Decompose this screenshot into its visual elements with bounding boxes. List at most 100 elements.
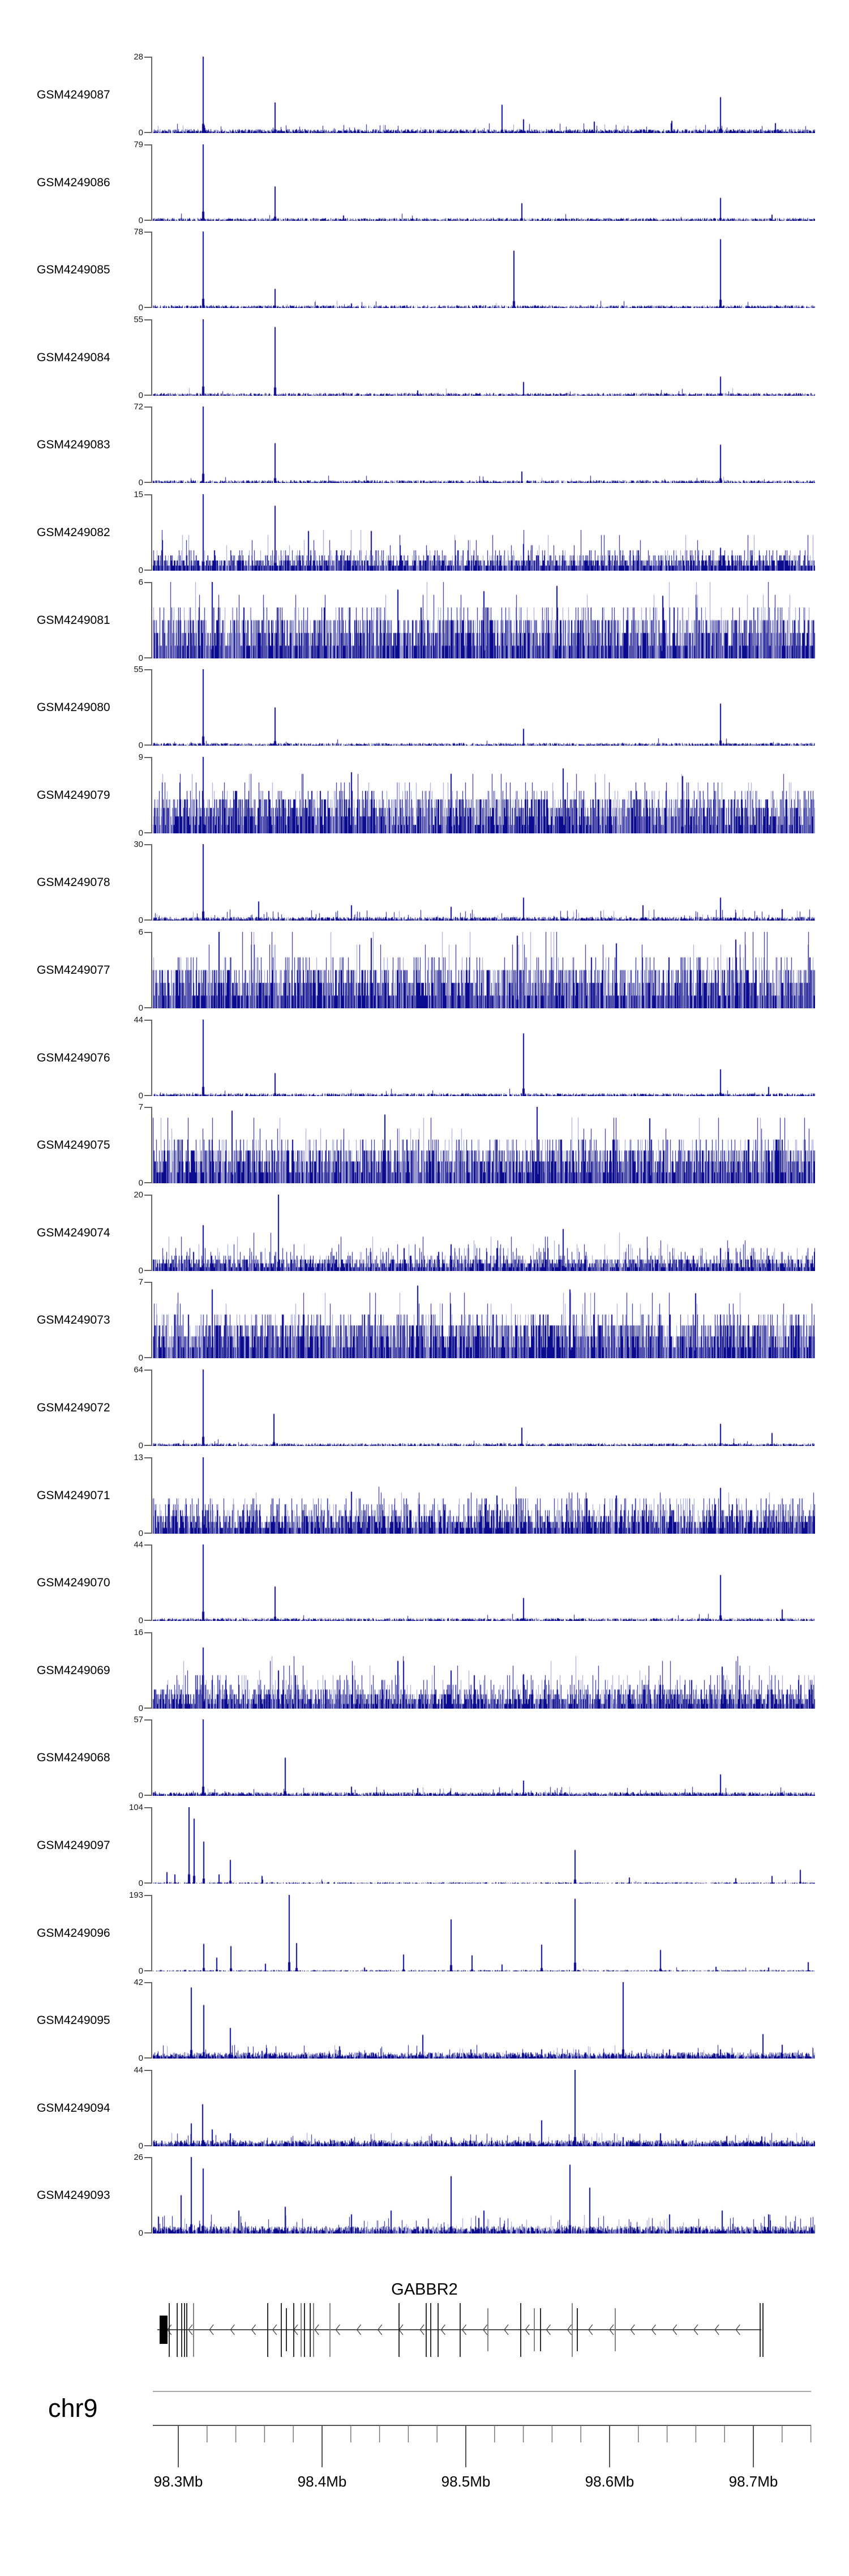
- y-axis-max-label: 6: [138, 927, 143, 937]
- coverage-track-GSM4249069: GSM4249069 16 0: [0, 1628, 849, 1713]
- coverage-histogram: [153, 1107, 815, 1183]
- y-axis-min-label: 0: [138, 1791, 143, 1800]
- y-axis-line: [151, 1107, 152, 1183]
- y-axis-tick-min: [144, 1182, 152, 1183]
- y-axis-tick-max: [144, 844, 152, 845]
- axis-tick-label: 98.5Mb: [441, 2473, 491, 2490]
- track-label: GSM4249080: [37, 700, 110, 714]
- y-axis-max-label: 55: [134, 665, 143, 674]
- y-axis-line: [151, 1895, 152, 1971]
- track-label: GSM4249086: [37, 176, 110, 189]
- track-label: GSM4249075: [37, 1138, 110, 1152]
- y-axis-line: [151, 406, 152, 483]
- strand-arrow-icon: [735, 2324, 740, 2335]
- coverage-track-GSM4249076: GSM4249076 44 0: [0, 1016, 849, 1100]
- y-axis-tick-max: [144, 1632, 152, 1633]
- track-label: GSM4249082: [37, 525, 110, 539]
- y-axis-tick-max: [144, 494, 152, 495]
- y-axis-tick-min: [144, 395, 152, 396]
- strand-arrow-icon: [419, 2324, 424, 2335]
- coverage-histogram: [153, 669, 815, 746]
- y-axis-tick-min: [144, 2232, 152, 2233]
- y-axis-min-label: 0: [138, 128, 143, 138]
- coverage-histogram: [153, 1807, 815, 1884]
- coverage-histogram: [153, 144, 815, 221]
- y-axis-min-label: 0: [138, 1178, 143, 1188]
- track-label: GSM4249072: [37, 1401, 110, 1414]
- coverage-histogram: [153, 1020, 815, 1096]
- y-axis-line: [151, 1020, 152, 1096]
- track-label: GSM4249074: [37, 1226, 110, 1239]
- coverage-track-GSM4249077: GSM4249077 6 0: [0, 928, 849, 1012]
- coverage-histogram: [153, 1632, 815, 1709]
- y-axis-tick-min: [144, 132, 152, 133]
- y-axis-tick-min: [144, 482, 152, 483]
- y-axis-max-label: 13: [134, 1453, 143, 1462]
- y-axis-min-label: 0: [138, 2053, 143, 2063]
- exon-utr-box: [159, 2316, 168, 2344]
- gene-model-track: [157, 2303, 764, 2357]
- coverage-track-GSM4249084: GSM4249084 55 0: [0, 315, 849, 400]
- y-axis-min-label: 0: [138, 478, 143, 487]
- y-axis-line: [151, 932, 152, 1008]
- y-axis-tick-min: [144, 220, 152, 221]
- coverage-histogram: [153, 1982, 815, 2059]
- strand-arrow-icon: [714, 2324, 719, 2335]
- y-axis-line: [151, 582, 152, 658]
- coverage-histogram: [153, 57, 815, 133]
- strand-arrow-icon: [335, 2324, 340, 2335]
- y-axis-min-label: 0: [138, 1003, 143, 1013]
- y-axis-tick-max: [144, 1457, 152, 1458]
- strand-arrow-icon: [461, 2324, 467, 2335]
- strand-arrow-icon: [546, 2324, 551, 2335]
- coverage-track-GSM4249082: GSM4249082 15 0: [0, 490, 849, 575]
- y-axis-tick-min: [144, 1970, 152, 1971]
- y-axis-max-label: 44: [134, 2065, 143, 2075]
- y-axis-max-label: 78: [134, 227, 143, 237]
- y-axis-tick-max: [144, 1544, 152, 1546]
- strand-arrow-icon: [630, 2324, 635, 2335]
- y-axis-tick-max: [144, 669, 152, 670]
- y-axis-line: [151, 57, 152, 133]
- y-axis-tick-min: [144, 1007, 152, 1008]
- axis-tick-label: 98.4Mb: [298, 2473, 347, 2490]
- y-axis-tick-min: [144, 1620, 152, 1621]
- y-axis-min-label: 0: [138, 1966, 143, 1976]
- coverage-track-GSM4249096: GSM4249096 193 0: [0, 1891, 849, 1975]
- strand-arrow-icon: [567, 2324, 572, 2335]
- y-axis-max-label: 26: [134, 2153, 143, 2162]
- y-axis-line: [151, 2070, 152, 2146]
- y-axis-max-label: 104: [128, 1803, 143, 1812]
- y-axis-tick-max: [144, 1020, 152, 1021]
- y-axis-tick-min: [144, 832, 152, 833]
- y-axis-tick-max: [144, 57, 152, 58]
- y-axis-line: [151, 844, 152, 921]
- y-axis-max-label: 28: [134, 52, 143, 62]
- axis-tick-label: 98.6Mb: [585, 2473, 634, 2490]
- y-axis-tick-min: [144, 1533, 152, 1534]
- coverage-histogram: [153, 406, 815, 483]
- y-axis-line: [151, 319, 152, 396]
- track-label: GSM4249087: [37, 88, 110, 101]
- coverage-track-GSM4249081: GSM4249081 6 0: [0, 578, 849, 662]
- y-axis-line: [151, 1195, 152, 1271]
- coverage-track-GSM4249086: GSM4249086 79 0: [0, 140, 849, 225]
- coverage-track-GSM4249070: GSM4249070 44 0: [0, 1541, 849, 1625]
- coverage-histogram: [153, 582, 815, 658]
- y-axis-max-label: 6: [138, 577, 143, 587]
- coverage-histogram: [153, 932, 815, 1008]
- y-axis-tick-max: [144, 2070, 152, 2071]
- y-axis-line: [151, 2157, 152, 2233]
- y-axis-max-label: 79: [134, 140, 143, 149]
- coverage-histogram: [153, 494, 815, 571]
- y-axis-max-label: 15: [134, 490, 143, 499]
- genome-axis-track: 98.3Mb 98.4Mb 98.5Mb 98.6Mb 98.7Mb: [153, 2391, 812, 2490]
- coverage-histogram: [153, 1370, 815, 1446]
- y-axis-tick-max: [144, 1895, 152, 1896]
- y-axis-min-label: 0: [138, 303, 143, 313]
- strand-arrow-icon: [672, 2324, 678, 2335]
- track-label: GSM4249068: [37, 1751, 110, 1764]
- y-axis-tick-min: [144, 657, 152, 658]
- y-axis-min-label: 0: [138, 2141, 143, 2151]
- coverage-histogram: [153, 319, 815, 396]
